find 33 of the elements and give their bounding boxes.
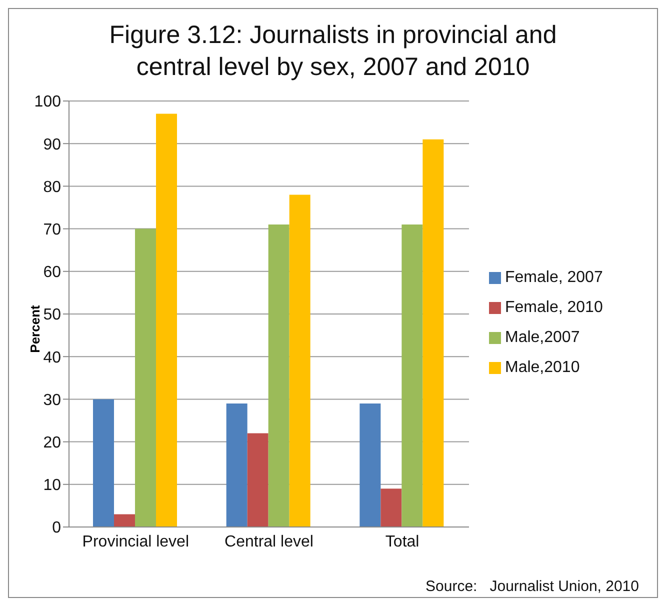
y-tick-label: 40 xyxy=(43,349,62,366)
bar xyxy=(135,228,156,527)
legend-label: Female, 2010 xyxy=(505,299,603,316)
x-tick-label: Provincial level xyxy=(82,533,190,550)
bar xyxy=(380,488,402,527)
x-tick-label: Central level xyxy=(224,533,314,550)
y-tick-label: 10 xyxy=(43,477,62,494)
y-tick-label: 80 xyxy=(43,178,62,196)
legend-label: Female, 2007 xyxy=(505,269,603,286)
legend-label: Male,2007 xyxy=(505,329,580,346)
y-tick-label: 100 xyxy=(34,94,62,111)
y-tick-label: 0 xyxy=(52,520,62,537)
y-tick-label: 60 xyxy=(43,264,62,282)
y-tick-label: 90 xyxy=(43,136,62,154)
y-tick-label: 70 xyxy=(43,221,62,238)
bar xyxy=(114,514,135,527)
bar xyxy=(247,433,268,527)
bar xyxy=(156,114,177,527)
bar xyxy=(402,224,423,527)
y-tick-label: 50 xyxy=(43,306,62,324)
x-tick-label: Total xyxy=(385,533,420,550)
bar xyxy=(422,139,444,527)
source-note: Source: Journalist Union, 2010 xyxy=(426,578,639,595)
bar xyxy=(268,224,290,527)
y-tick-label: 30 xyxy=(43,392,62,409)
chart-title: Figure 3.12: Journalists in provincial and central level by sex, 2007 and 2010 xyxy=(108,20,558,83)
y-tick-label: 20 xyxy=(43,434,62,452)
bar xyxy=(226,403,248,527)
bar xyxy=(360,403,381,527)
y-axis-title: Percent xyxy=(28,305,42,353)
legend-label: Male,2010 xyxy=(505,359,580,376)
bar xyxy=(289,194,310,527)
bar xyxy=(93,399,114,527)
